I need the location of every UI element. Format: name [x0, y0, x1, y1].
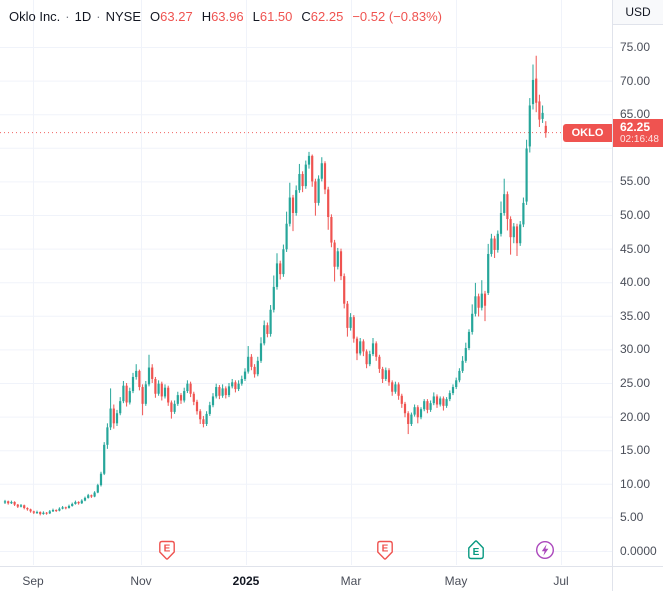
- interval-label[interactable]: 1D: [74, 9, 92, 24]
- time-axis-label: Nov: [130, 574, 152, 588]
- price-tick-label: 15.00: [620, 443, 651, 458]
- symbol-header: Oklo Inc. · 1D · NYSE O63.27 H63.96 L61.50 C62.2…: [9, 9, 442, 24]
- open-label: O: [150, 9, 161, 24]
- price-tick-label: 35.00: [620, 308, 651, 323]
- price-tick-label: 75.00: [620, 40, 651, 54]
- close-label: C: [301, 9, 311, 24]
- earnings-marker-1-icon[interactable]: E: [157, 539, 177, 561]
- price-tick-label: 55.00: [620, 174, 651, 189]
- symbol-title[interactable]: Oklo Inc.: [9, 9, 61, 24]
- power-event-marker-icon[interactable]: [535, 539, 555, 561]
- price-tick-label: 10.00: [620, 476, 651, 491]
- last-price-badge: 62.25 02:16:48: [613, 118, 663, 147]
- high-label: H: [201, 9, 212, 24]
- bar-countdown: 02:16:48: [620, 133, 659, 145]
- price-tick-label: 20.00: [620, 409, 651, 424]
- price-tick-label: 40.00: [620, 275, 651, 290]
- open-value: 63.27: [160, 9, 193, 24]
- time-axis-label: Mar: [340, 574, 362, 588]
- close-value: 62.25: [310, 9, 344, 24]
- price-tick-label: 25.00: [620, 376, 651, 390]
- svg-text:E: E: [164, 544, 171, 555]
- separator-dot: ·: [96, 9, 101, 24]
- high-value: 63.96: [211, 9, 244, 24]
- price-tick-label: 5.00: [620, 510, 644, 525]
- time-axis-label: May: [444, 574, 468, 588]
- candlestick-chart[interactable]: [0, 0, 612, 566]
- time-axis-label: Sep: [22, 574, 44, 588]
- time-axis[interactable]: Sep Nov 2025 Mar May Jul: [0, 566, 663, 596]
- earnings-marker-upcoming-icon[interactable]: E: [466, 539, 486, 561]
- change-value: −0.52 (−0.83%): [352, 9, 442, 24]
- earnings-marker-2-icon[interactable]: E: [375, 539, 395, 561]
- axis-corner-divider: [612, 567, 613, 591]
- low-value: 61.50: [259, 9, 293, 24]
- last-price-symbol-badge[interactable]: OKLO: [563, 123, 612, 142]
- price-tick-label: 50.00: [620, 208, 651, 222]
- price-axis[interactable]: USD 75.00 70.00 65.00 55.00 50.00 45.00 40.00 3…: [612, 0, 663, 566]
- time-axis-label: 2025: [232, 574, 260, 588]
- svg-text:E: E: [473, 547, 480, 558]
- price-tick-label: 0.0000: [620, 544, 657, 558]
- price-tick-label: 70.00: [620, 73, 651, 88]
- svg-text:E: E: [382, 544, 389, 555]
- price-tick-label: 65.00: [620, 107, 651, 122]
- currency-toggle[interactable]: USD: [613, 0, 663, 25]
- separator-dot: ·: [65, 9, 70, 24]
- exchange-label: NYSE: [105, 9, 142, 24]
- chart-canvas[interactable]: Oklo Inc. · 1D · NYSE O63.27 H63.96 L61.50 C62.2…: [0, 0, 612, 566]
- time-axis-label: Jul: [553, 574, 569, 588]
- last-price-value: 62.25: [620, 119, 651, 134]
- price-tick-label: 45.00: [620, 241, 651, 256]
- price-tick-label: 30.00: [620, 342, 651, 357]
- low-label: L: [252, 9, 260, 24]
